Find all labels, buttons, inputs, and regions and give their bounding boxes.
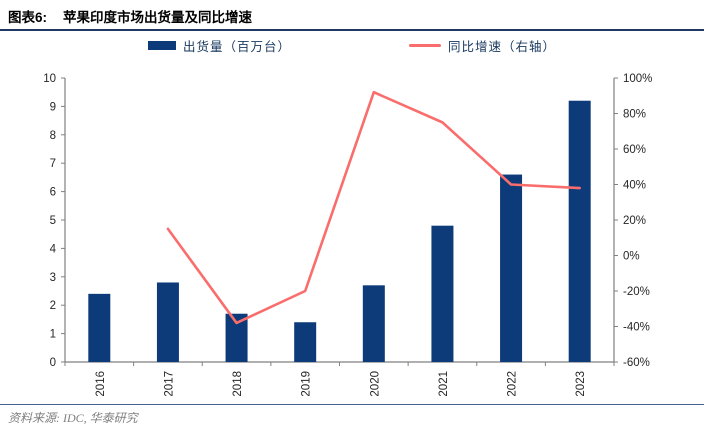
svg-text:2016: 2016 xyxy=(95,371,107,397)
svg-text:3: 3 xyxy=(50,272,56,284)
svg-text:2: 2 xyxy=(50,300,56,312)
svg-text:6: 6 xyxy=(50,187,56,199)
svg-text:20%: 20% xyxy=(623,215,646,227)
svg-text:2019: 2019 xyxy=(301,371,313,397)
legend-item-shipments: 出货量（百万台） xyxy=(147,36,291,55)
svg-text:9: 9 xyxy=(50,101,56,113)
bar-series xyxy=(88,100,591,362)
footer-divider xyxy=(0,404,704,405)
figure-header: 图表6: 苹果印度市场出货量及同比增速 xyxy=(8,6,696,26)
svg-text:2021: 2021 xyxy=(438,371,450,397)
line-swatch-icon xyxy=(409,44,441,47)
svg-text:80%: 80% xyxy=(623,109,646,121)
legend-label-shipments: 出货量（百万台） xyxy=(182,40,291,54)
svg-text:-60%: -60% xyxy=(623,357,650,369)
svg-text:-20%: -20% xyxy=(623,286,650,298)
chart-legend: 出货量（百万台） 同比增速（右轴） xyxy=(0,36,704,55)
svg-text:2022: 2022 xyxy=(507,371,519,397)
svg-text:40%: 40% xyxy=(623,180,646,192)
svg-text:0%: 0% xyxy=(623,251,640,263)
svg-text:1: 1 xyxy=(50,329,56,341)
svg-text:2020: 2020 xyxy=(369,371,381,397)
legend-item-growth: 同比增速（右轴） xyxy=(409,36,556,55)
svg-text:100%: 100% xyxy=(623,73,652,85)
svg-text:8: 8 xyxy=(50,130,56,142)
svg-text:2018: 2018 xyxy=(232,371,244,397)
source-note: 资料来源: IDC, 华泰研究 xyxy=(8,411,138,425)
figure-number: 图表6: xyxy=(8,10,48,25)
svg-text:2017: 2017 xyxy=(163,371,175,397)
svg-text:5: 5 xyxy=(50,215,56,227)
line-series xyxy=(166,90,581,325)
svg-text:60%: 60% xyxy=(623,144,646,156)
svg-text:7: 7 xyxy=(50,158,56,170)
svg-text:0: 0 xyxy=(50,357,56,369)
bar-swatch-icon xyxy=(147,41,176,50)
svg-text:10: 10 xyxy=(43,73,56,85)
chart-plot: 0 1 2 3 4 5 6 7 8 9 10 -60% -40% -20% 0% 20% 40% 60% 80% 10… xyxy=(43,73,652,397)
svg-text:2023: 2023 xyxy=(575,371,587,397)
svg-text:-40%: -40% xyxy=(623,322,650,334)
legend-label-growth: 同比增速（右轴） xyxy=(448,40,557,54)
header-divider xyxy=(0,29,704,31)
figure-title: 苹果印度市场出货量及同比增速 xyxy=(63,10,253,25)
svg-text:4: 4 xyxy=(50,243,57,255)
